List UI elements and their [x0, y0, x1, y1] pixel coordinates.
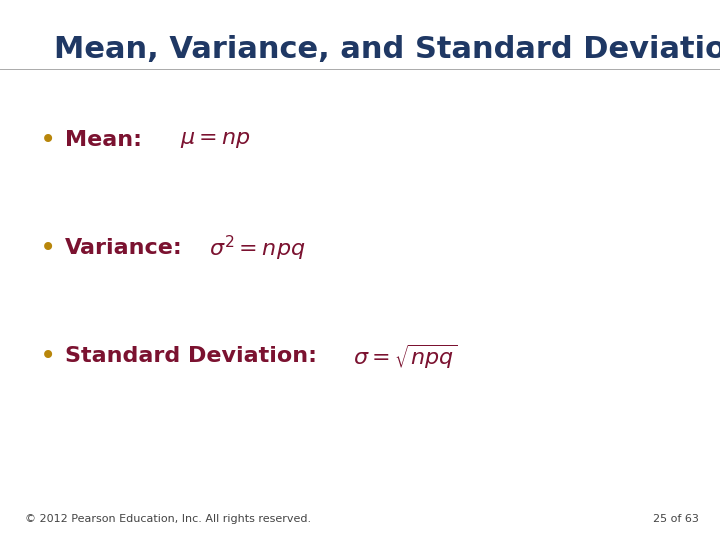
Text: 25 of 63: 25 of 63: [652, 514, 698, 524]
Text: $\sigma = \sqrt{npq}$: $\sigma = \sqrt{npq}$: [353, 342, 457, 370]
Text: $\sigma^2 = npq$: $\sigma^2 = npq$: [209, 234, 305, 263]
Text: $\mu = np$: $\mu = np$: [180, 130, 251, 151]
Text: •: •: [40, 342, 56, 370]
Text: Variance:: Variance:: [65, 238, 183, 259]
Text: Mean, Variance, and Standard Deviation: Mean, Variance, and Standard Deviation: [54, 35, 720, 64]
Text: •: •: [40, 126, 56, 154]
Text: Standard Deviation:: Standard Deviation:: [65, 346, 317, 367]
Text: © 2012 Pearson Education, Inc. All rights reserved.: © 2012 Pearson Education, Inc. All right…: [25, 514, 311, 524]
Text: Mean:: Mean:: [65, 130, 142, 151]
Text: •: •: [40, 234, 56, 262]
